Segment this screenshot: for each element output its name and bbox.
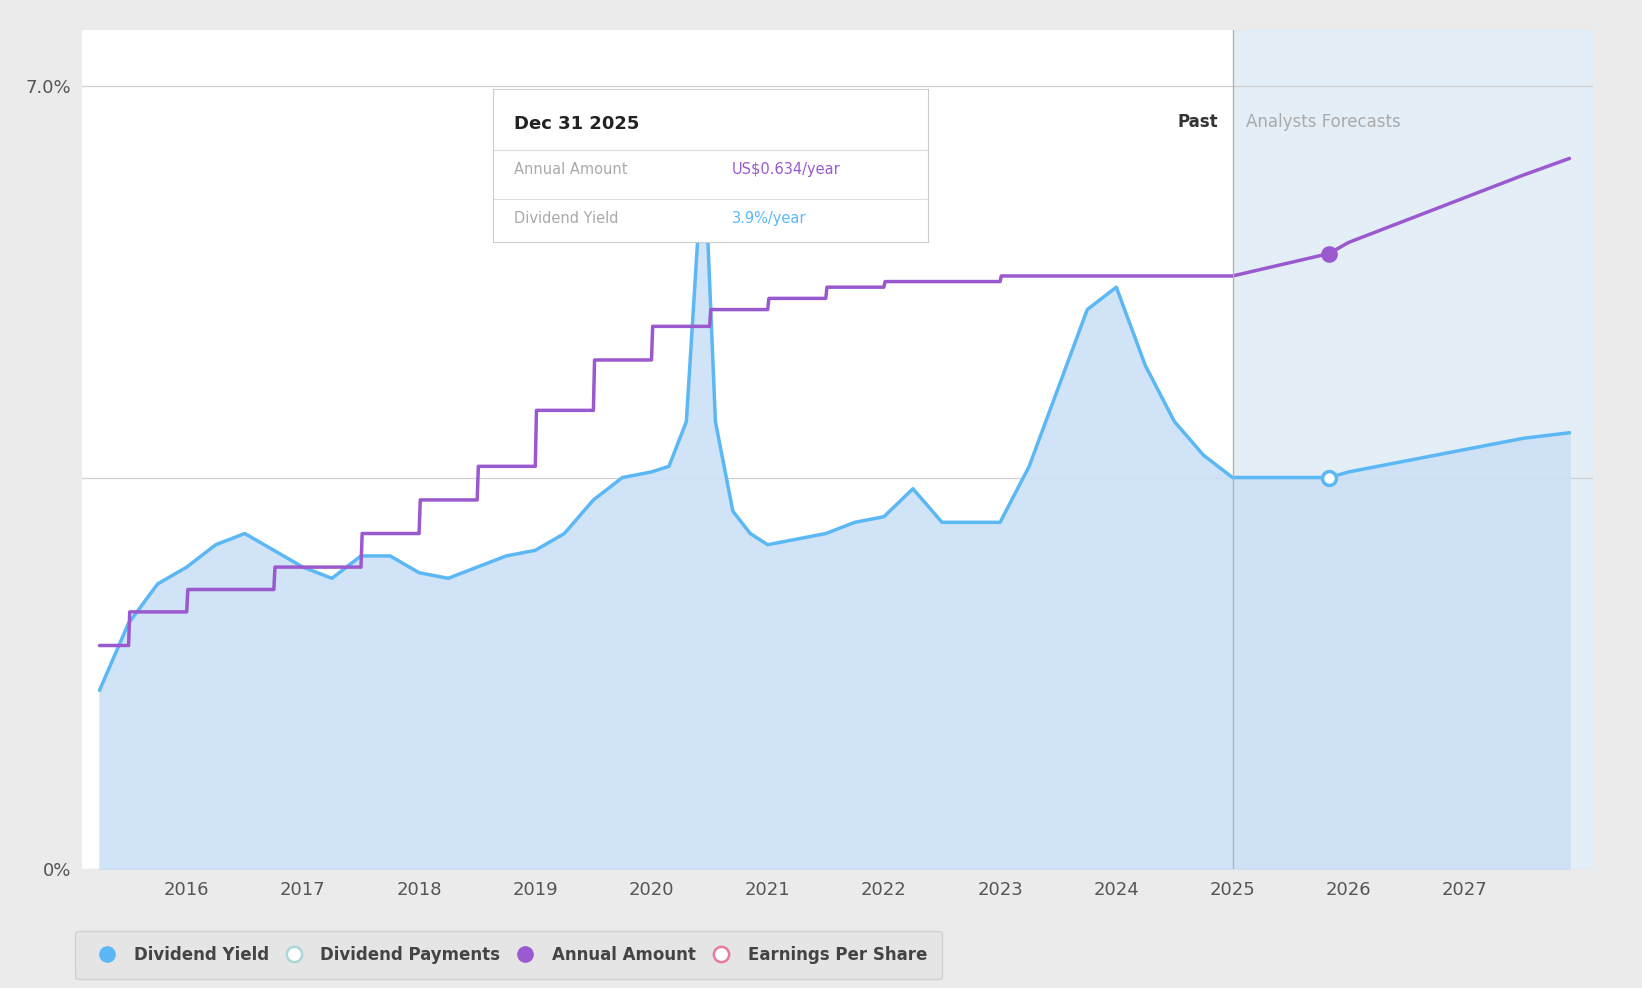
Text: US$0.634/year: US$0.634/year [732,162,841,178]
Text: Past: Past [1177,113,1218,131]
Text: Analysts Forecasts: Analysts Forecasts [1246,113,1401,131]
Bar [1233,30,1593,869]
Legend: Dividend Yield, Dividend Payments, Annual Amount, Earnings Per Share: Dividend Yield, Dividend Payments, Annua… [76,931,943,979]
Text: Dividend Yield: Dividend Yield [514,211,619,226]
Text: Dec 31 2025: Dec 31 2025 [514,115,640,133]
Text: Annual Amount: Annual Amount [514,162,627,178]
Text: 3.9%/year: 3.9%/year [732,211,806,226]
